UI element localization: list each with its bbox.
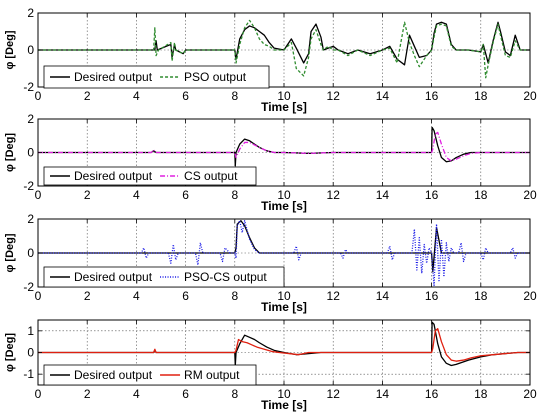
legend-box: [43, 266, 285, 288]
y-axis-label: φ [Deg]: [4, 333, 16, 372]
x-tick-label: 14: [376, 387, 390, 401]
y-tick-label: 0: [27, 146, 34, 160]
x-tick-label: 18: [474, 89, 488, 103]
x-tick-label: 4: [133, 289, 140, 303]
x-tick-label: 20: [523, 89, 537, 103]
y-tick-label: -1: [23, 367, 34, 381]
series-line-1: [38, 321, 530, 367]
x-tick-label: 4: [133, 188, 140, 202]
legend-box: [43, 364, 257, 386]
y-tick-label: -2: [23, 80, 34, 94]
x-tick-label: 18: [474, 387, 488, 401]
x-axis-label: Time [s]: [261, 300, 307, 314]
y-tick-label: -2: [23, 280, 34, 294]
legend-label-1: Desired output: [74, 70, 153, 84]
x-tick-label: 2: [84, 387, 91, 401]
legend-label-1: Desired output: [74, 169, 153, 183]
x-tick-label: 6: [182, 387, 189, 401]
legend-box: [43, 166, 257, 186]
series-line-2: [38, 131, 530, 162]
x-tick-label: 12: [327, 387, 341, 401]
y-tick-label: 0: [27, 246, 34, 260]
y-tick-label: 2: [27, 212, 34, 226]
x-tick-label: 10: [277, 188, 291, 202]
legend-box: [43, 65, 270, 89]
x-tick-label: 16: [425, 89, 439, 103]
x-tick-label: 16: [425, 387, 439, 401]
x-tick-label: 2: [84, 89, 91, 103]
x-tick-label: 12: [327, 89, 341, 103]
x-tick-label: 14: [376, 188, 390, 202]
x-tick-label: 10: [277, 289, 291, 303]
x-tick-label: 6: [182, 89, 189, 103]
x-tick-label: 8: [231, 387, 238, 401]
x-axis-label: Time [s]: [261, 199, 307, 213]
legend-label-1: Desired output: [74, 368, 153, 382]
x-tick-label: 10: [277, 89, 291, 103]
legend-label-2: PSO-CS output: [184, 270, 267, 284]
x-tick-label: 2: [84, 188, 91, 202]
series-line-2: [38, 220, 530, 286]
x-tick-label: 6: [182, 188, 189, 202]
y-axis-label: φ [Deg]: [4, 233, 16, 272]
x-tick-label: 18: [474, 289, 488, 303]
x-tick-label: 12: [327, 289, 341, 303]
x-tick-label: 0: [35, 89, 42, 103]
x-axis-label: Time [s]: [261, 100, 307, 114]
x-tick-label: 6: [182, 289, 189, 303]
x-tick-label: 0: [35, 289, 42, 303]
x-tick-label: 0: [35, 387, 42, 401]
x-tick-label: 16: [425, 188, 439, 202]
x-tick-label: 16: [425, 289, 439, 303]
x-tick-label: 20: [523, 387, 537, 401]
y-axis-label: φ [Deg]: [4, 30, 16, 69]
y-tick-label: 1: [27, 324, 34, 338]
legend-label-2: CS output: [184, 169, 238, 183]
y-tick-label: 2: [27, 112, 34, 126]
x-tick-label: 4: [133, 387, 140, 401]
x-axis-label: Time [s]: [261, 398, 307, 412]
legend-label-2: PSO output: [184, 70, 247, 84]
y-axis-label: φ [Deg]: [4, 133, 16, 172]
x-tick-label: 8: [231, 89, 238, 103]
x-tick-label: 20: [523, 289, 537, 303]
series-line-2: [38, 19, 530, 79]
y-tick-label: 0: [27, 43, 34, 57]
x-tick-label: 8: [231, 289, 238, 303]
x-tick-label: 0: [35, 188, 42, 202]
x-tick-label: 4: [133, 89, 140, 103]
x-tick-label: 14: [376, 289, 390, 303]
x-tick-label: 18: [474, 188, 488, 202]
legend-label-2: RM output: [184, 368, 240, 382]
y-tick-label: 0: [27, 346, 34, 360]
x-tick-label: 20: [523, 188, 537, 202]
x-tick-label: 10: [277, 387, 291, 401]
x-tick-label: 2: [84, 289, 91, 303]
series-line-2: [38, 328, 530, 362]
x-tick-label: 12: [327, 188, 341, 202]
y-tick-label: -2: [23, 179, 34, 193]
x-tick-label: 14: [376, 89, 390, 103]
x-tick-label: 8: [231, 188, 238, 202]
legend-label-1: Desired output: [74, 270, 153, 284]
y-tick-label: 2: [27, 6, 34, 20]
